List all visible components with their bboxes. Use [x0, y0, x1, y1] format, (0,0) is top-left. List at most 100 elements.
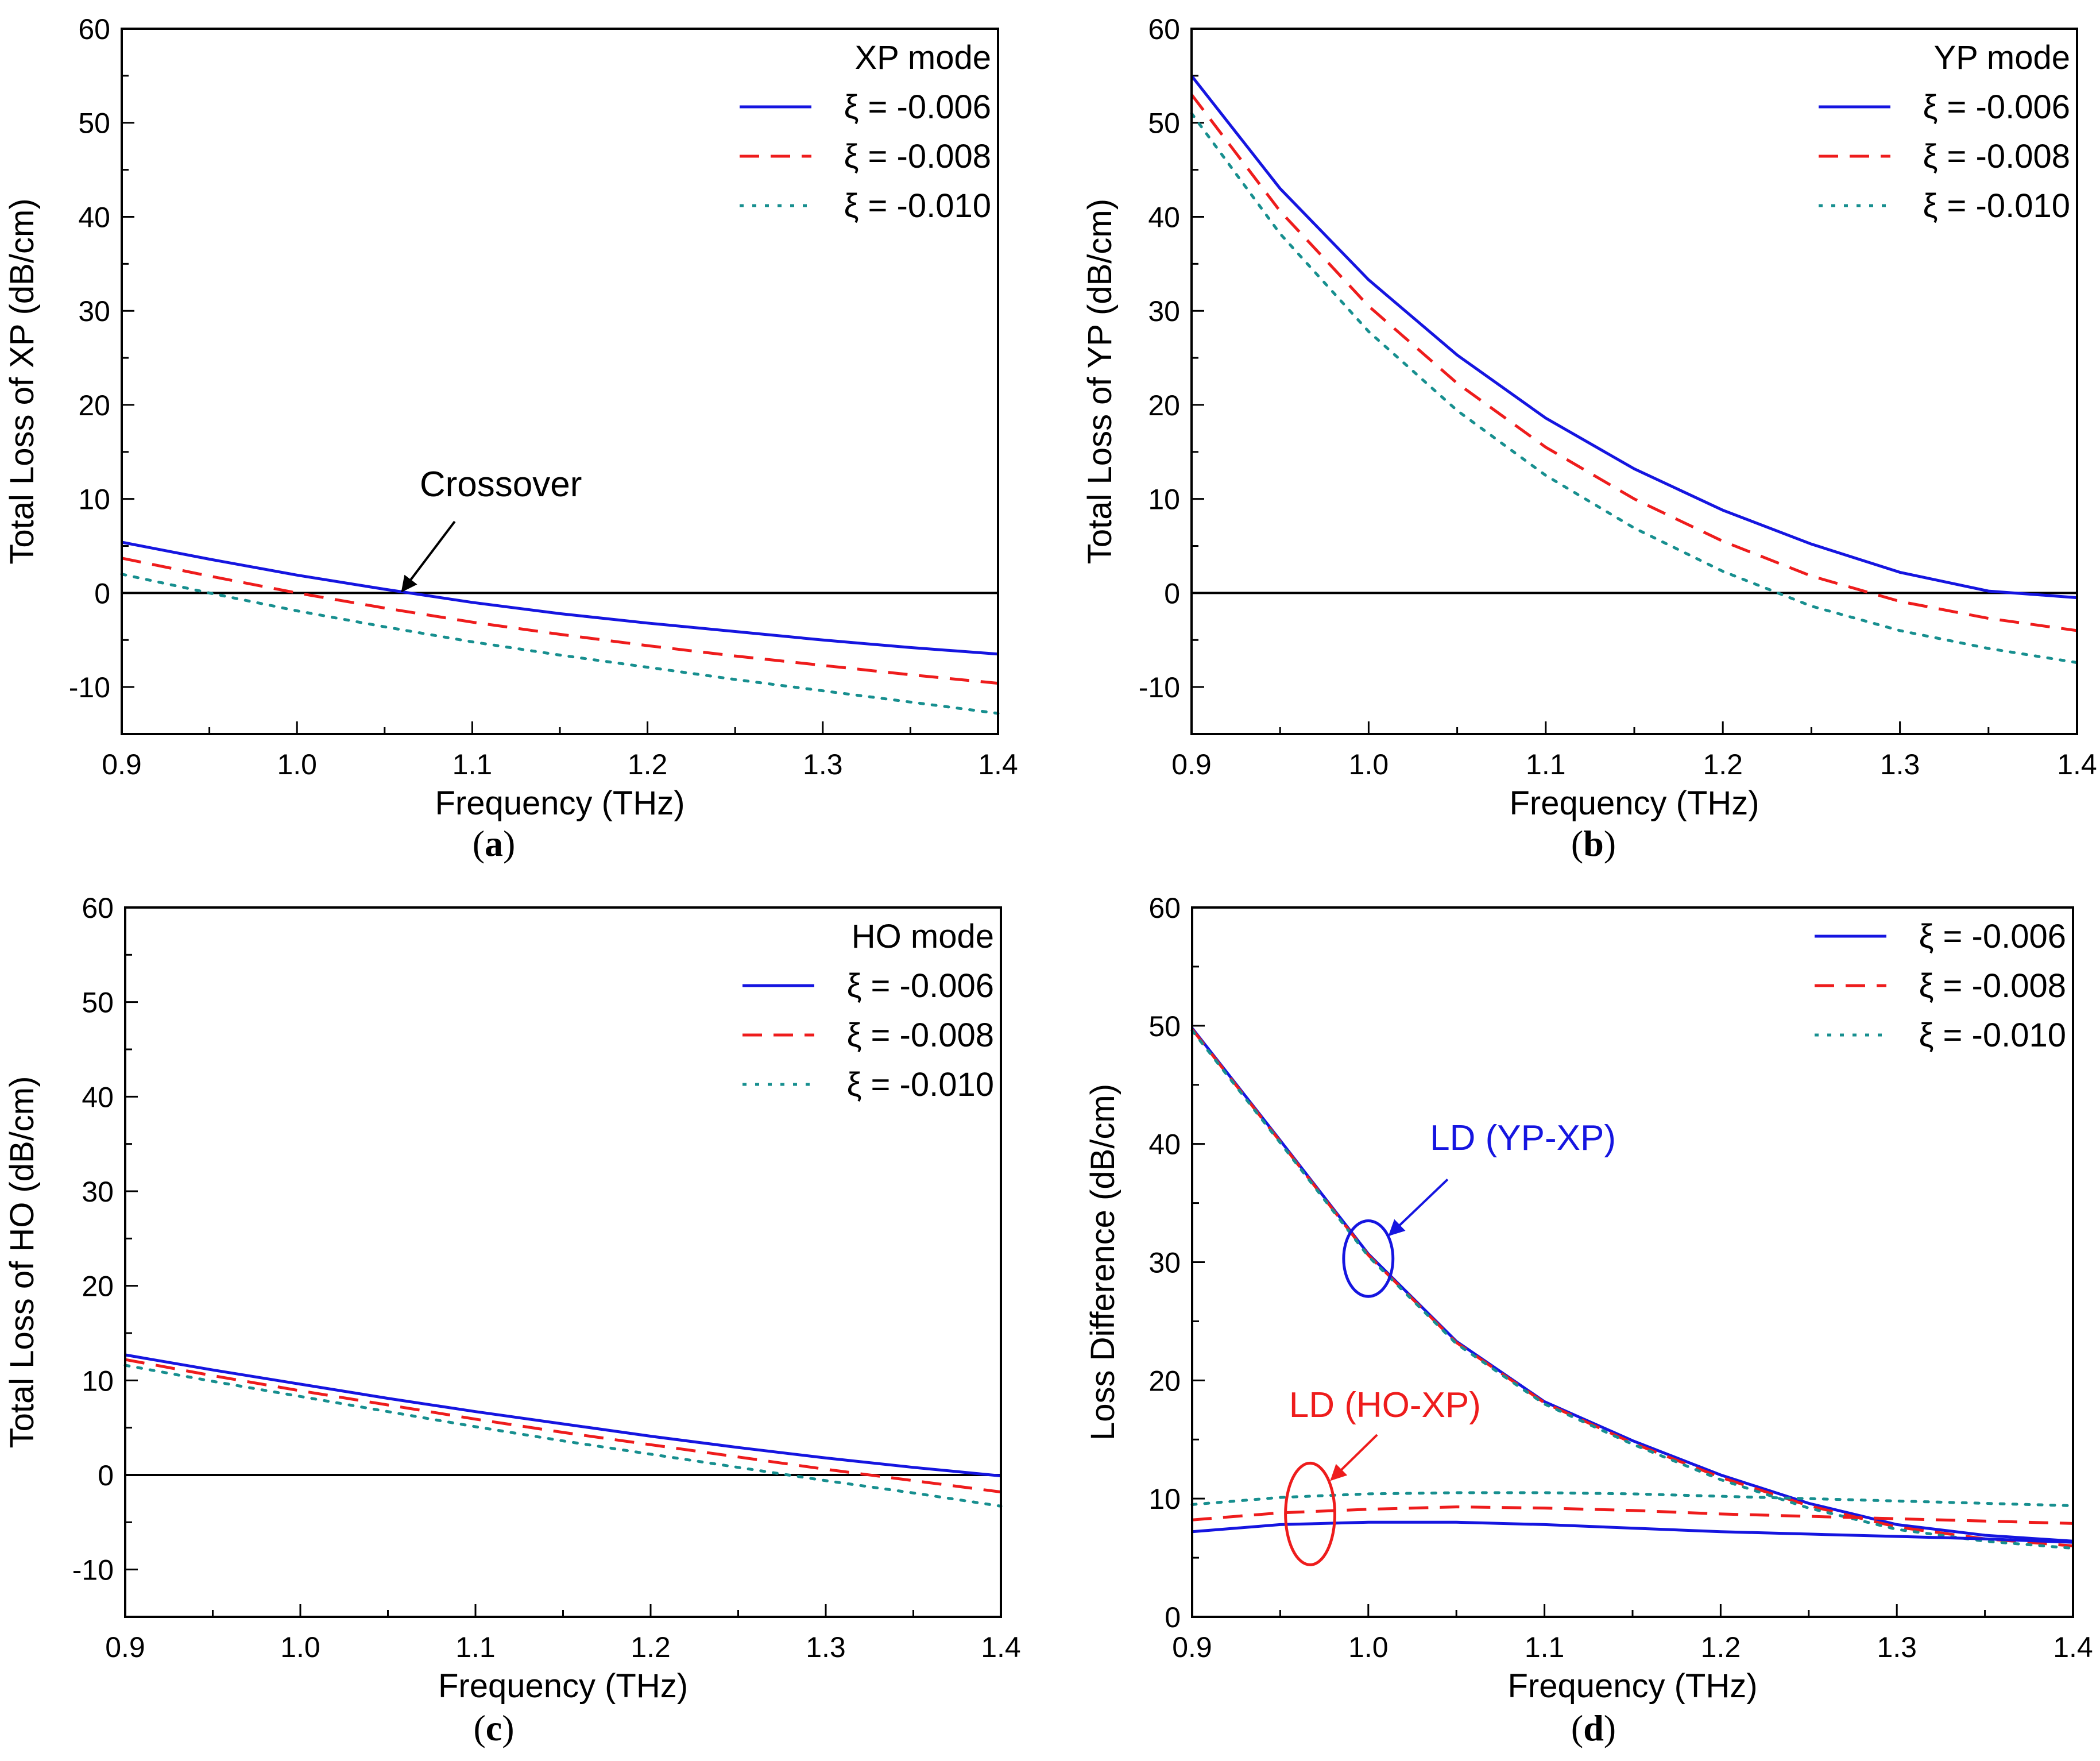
y-tick-label: -10 — [1139, 671, 1180, 704]
panel-caption-close: ) — [502, 1708, 514, 1748]
x-tick-label: 1.4 — [2053, 1631, 2093, 1663]
legend: XP mode ξ = -0.006 ξ = -0.008 ξ = -0.010 — [740, 39, 991, 225]
annotation-arrow-blue — [1388, 1178, 1449, 1237]
panel-caption: (c) — [473, 1708, 514, 1748]
legend-entry: ξ = -0.008 — [846, 1017, 994, 1054]
ho-xp-series-line-dashed — [1192, 1505, 2074, 1525]
series-line-dashed — [121, 557, 999, 685]
annotation-ellipse-red — [1284, 1461, 1337, 1566]
panel-caption-open: ( — [473, 1708, 485, 1748]
series-line-dotted — [120, 573, 1000, 715]
y-tick-label: 30 — [1148, 295, 1180, 327]
panel-caption: (a) — [473, 823, 516, 864]
y-tick-label: 60 — [1148, 892, 1181, 924]
x-tick-label: 1.1 — [1525, 1631, 1565, 1663]
y-tick-label: 40 — [78, 201, 110, 233]
plot-frame — [121, 28, 999, 735]
plot-frame — [1191, 906, 2074, 1618]
x-tick-label: 1.2 — [628, 748, 668, 781]
y-tick-label: 30 — [78, 295, 110, 327]
x-tick-label: 1.1 — [455, 1631, 496, 1663]
y-tick-label: 20 — [82, 1270, 114, 1303]
x-tick-label: 1.0 — [277, 748, 317, 781]
x-tick-label: 0.9 — [1171, 748, 1212, 781]
legend-title: HO mode — [852, 918, 994, 955]
legend-entry: ξ = -0.008 — [1923, 138, 2070, 175]
chart-panel-c: 0.9 1.0 1.1 1.2 1.3 1.4 -10 0 10 20 30 40 50 60 Freque… — [3, 892, 1021, 1748]
y-tick-label: 50 — [78, 107, 110, 140]
x-tick-label: 0.9 — [105, 1631, 145, 1663]
crossover-arrow — [401, 520, 456, 593]
y-tick-label: 50 — [82, 987, 114, 1019]
y-tick-label: 0 — [98, 1459, 114, 1492]
ho-xp-series-line-solid — [1192, 1520, 2074, 1544]
legend-title: XP mode — [854, 39, 991, 76]
legend: ξ = -0.006 ξ = -0.008 ξ = -0.010 — [1815, 918, 2066, 1054]
legend: HO mode ξ = -0.006 ξ = -0.008 ξ = -0.010 — [742, 918, 994, 1103]
series-line-dashed — [125, 1358, 1001, 1494]
x-tick-label: 1.0 — [1348, 1631, 1389, 1663]
plot-frame — [1190, 28, 2078, 735]
y-tick-label: 60 — [82, 892, 114, 924]
y-axis-label: Total Loss of YP (dB/cm) — [1081, 199, 1119, 564]
y-tick-label: 10 — [78, 484, 110, 516]
y-tick-label: 20 — [78, 389, 110, 422]
panel-caption: (d) — [1571, 1708, 1616, 1748]
ho-xp-series-line-dotted — [1190, 1491, 2075, 1507]
crossover-label: Crossover — [420, 465, 582, 504]
y-axis-label: Total Loss of XP (dB/cm) — [3, 198, 41, 564]
y-tick-label: 40 — [82, 1081, 114, 1113]
annotation-label-red: LD (HO-XP) — [1289, 1385, 1481, 1425]
legend-title: YP mode — [1933, 39, 2070, 76]
y-tick-label: 30 — [1148, 1247, 1181, 1279]
x-tick-label: 1.3 — [803, 748, 843, 781]
x-tick-label: 0.9 — [102, 748, 142, 781]
legend-entry: ξ = -0.010 — [846, 1066, 994, 1103]
y-tick-label: 20 — [1148, 1365, 1181, 1397]
panel-caption-letter: d — [1583, 1708, 1604, 1748]
x-tick-label: 1.2 — [1701, 1631, 1741, 1663]
y-tick-label: 60 — [78, 13, 110, 45]
y-tick-label: 60 — [1148, 13, 1180, 45]
y-axis-label: Loss Difference (dB/cm) — [1084, 1084, 1121, 1441]
y-tick-label: 10 — [82, 1365, 114, 1397]
x-tick-label: 1.0 — [1349, 748, 1389, 781]
legend: YP mode ξ = -0.006 ξ = -0.008 ξ = -0.010 — [1819, 39, 2070, 225]
series-line-solid — [1190, 75, 2078, 600]
y-tick-label: 40 — [1148, 201, 1180, 233]
x-tick-label: 1.4 — [978, 748, 1018, 781]
y-tick-label: 0 — [1165, 1601, 1181, 1633]
x-axis-label: Frequency (THz) — [435, 785, 684, 822]
legend-entry: ξ = -0.006 — [846, 967, 994, 1005]
legend-entry: ξ = -0.006 — [844, 88, 991, 126]
y-tick-label: 0 — [1164, 577, 1180, 609]
x-tick-label: 1.4 — [2057, 748, 2097, 781]
panel-caption: (b) — [1571, 823, 1616, 864]
legend-entry: ξ = -0.010 — [1919, 1017, 2066, 1054]
legend-entry: ξ = -0.008 — [844, 138, 991, 175]
x-tick-label: 0.9 — [1172, 1631, 1212, 1663]
chart-panel-a: 0.9 1.0 1.1 1.2 1.3 1.4 -10 0 10 20 30 40 50 60 Freque… — [3, 13, 1018, 864]
panel-caption-open: ( — [1571, 1708, 1583, 1748]
x-tick-label: 1.3 — [806, 1631, 846, 1663]
x-tick-label: 1.2 — [631, 1631, 671, 1663]
panel-caption-letter: a — [485, 823, 503, 864]
series-line-solid — [125, 1353, 1001, 1478]
series-line-solid — [1191, 1027, 2074, 1543]
legend-entry: ξ = -0.006 — [1919, 918, 2066, 955]
x-axis-label: Frequency (THz) — [1507, 1667, 1757, 1705]
series-line-dashed — [1190, 94, 2078, 632]
chart-panel-d: 0.9 1.0 1.1 1.2 1.3 1.4 0 10 20 30 40 50 60 Frequency… — [1084, 892, 2093, 1748]
y-tick-label: -10 — [72, 1554, 114, 1586]
x-tick-label: 1.3 — [1880, 748, 1920, 781]
annotation-ellipse-blue — [1342, 1219, 1395, 1298]
x-tick-label: 1.0 — [280, 1631, 320, 1663]
y-tick-label: 20 — [1148, 389, 1180, 422]
y-tick-label: 50 — [1148, 107, 1180, 140]
annotation-label-blue: LD (YP-XP) — [1430, 1118, 1616, 1158]
panel-caption-close: ) — [1604, 823, 1616, 864]
x-tick-label: 1.2 — [1703, 748, 1743, 781]
chart-panel-b: 0.9 1.0 1.1 1.2 1.3 1.4 -10 0 10 20 30 40 50 60 Freque… — [1081, 13, 2097, 864]
series-line-dotted — [1190, 1029, 2075, 1550]
legend-entry: ξ = -0.008 — [1919, 967, 2066, 1005]
